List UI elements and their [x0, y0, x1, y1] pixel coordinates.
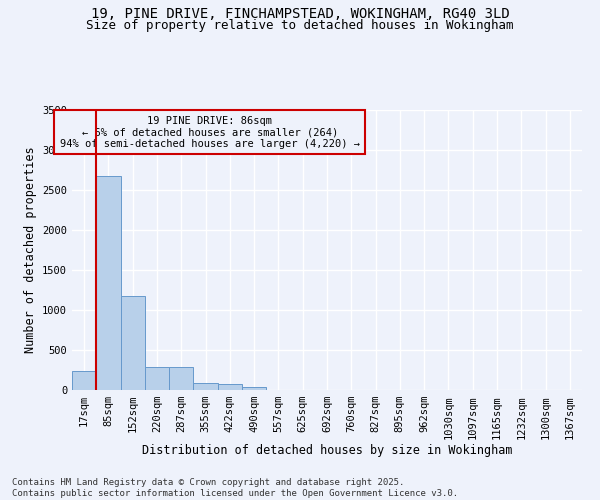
- Bar: [121, 296, 145, 390]
- Text: Contains HM Land Registry data © Crown copyright and database right 2025.
Contai: Contains HM Land Registry data © Crown c…: [12, 478, 458, 498]
- Bar: [193, 383, 218, 390]
- Text: Size of property relative to detached houses in Wokingham: Size of property relative to detached ho…: [86, 19, 514, 32]
- Bar: [96, 176, 121, 390]
- X-axis label: Distribution of detached houses by size in Wokingham: Distribution of detached houses by size …: [142, 444, 512, 457]
- Bar: [242, 387, 266, 390]
- Bar: [218, 384, 242, 390]
- Text: 19, PINE DRIVE, FINCHAMPSTEAD, WOKINGHAM, RG40 3LD: 19, PINE DRIVE, FINCHAMPSTEAD, WOKINGHAM…: [91, 8, 509, 22]
- Bar: [169, 367, 193, 390]
- Bar: [72, 371, 96, 390]
- Text: 19 PINE DRIVE: 86sqm
← 6% of detached houses are smaller (264)
94% of semi-detac: 19 PINE DRIVE: 86sqm ← 6% of detached ho…: [60, 116, 360, 149]
- Y-axis label: Number of detached properties: Number of detached properties: [23, 146, 37, 354]
- Bar: [145, 367, 169, 390]
